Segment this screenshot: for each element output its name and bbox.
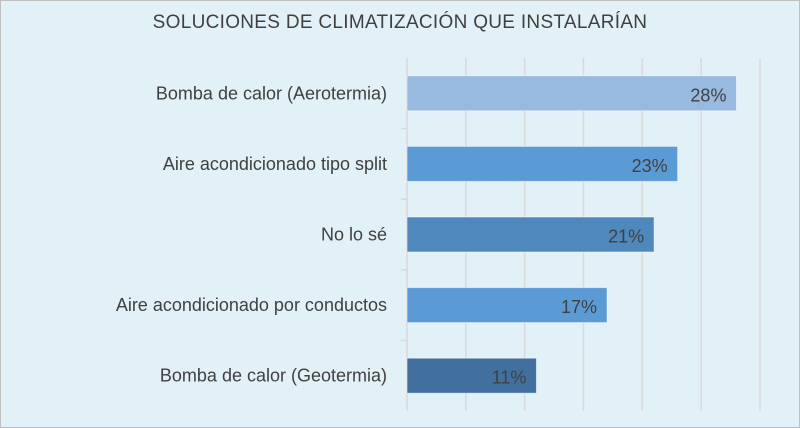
data-label: 21% bbox=[608, 227, 644, 247]
bar bbox=[406, 75, 737, 112]
data-label: 28% bbox=[690, 85, 726, 105]
data-label: 23% bbox=[632, 156, 668, 176]
data-label: 17% bbox=[561, 297, 597, 317]
category-label: Bomba de calor (Geotermia) bbox=[160, 366, 387, 386]
category-label: No lo sé bbox=[321, 225, 387, 245]
category-label: Aire acondicionado tipo split bbox=[163, 154, 387, 174]
bar bbox=[406, 357, 537, 394]
chart-title: SOLUCIONES DE CLIMATIZACIÓN QUE INSTALAR… bbox=[152, 12, 648, 33]
bar bbox=[406, 287, 608, 324]
category-label: Aire acondicionado por conductos bbox=[116, 295, 387, 315]
bar bbox=[406, 145, 679, 182]
bar bbox=[406, 216, 655, 253]
category-label: Bomba de calor (Aerotermia) bbox=[156, 83, 387, 103]
data-label: 11% bbox=[492, 368, 527, 388]
